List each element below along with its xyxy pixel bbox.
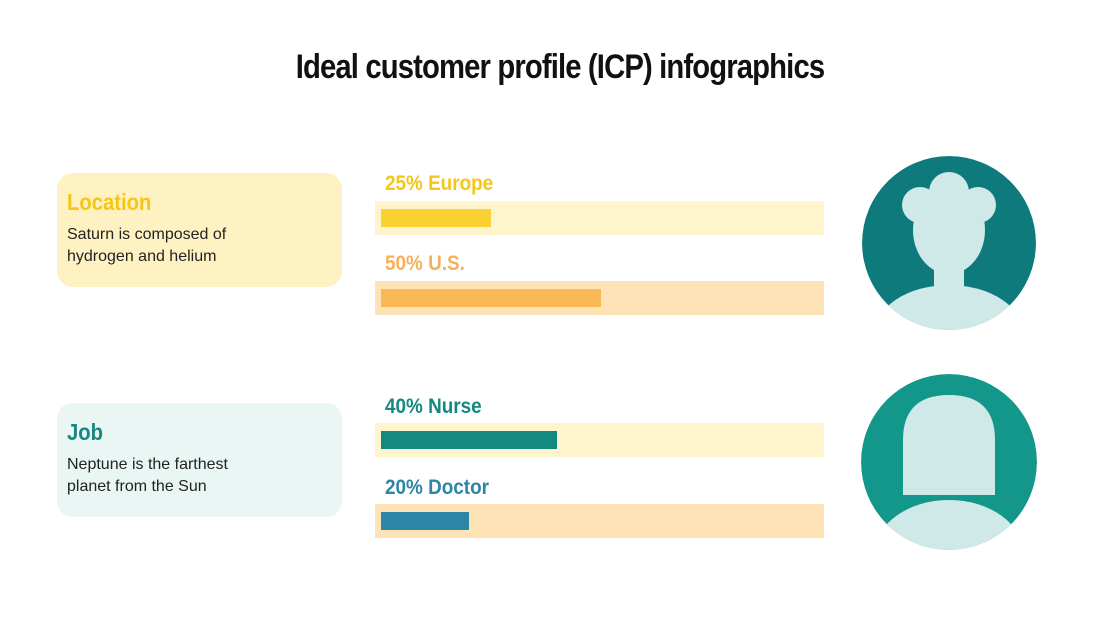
card-text: Saturn is composed of hydrogen and heliu… <box>67 226 227 265</box>
bar <box>381 431 557 449</box>
bar <box>381 289 601 307</box>
bar-track <box>375 423 824 457</box>
title: Ideal customer profile (ICP) infographic… <box>295 48 825 86</box>
bar-label: 25% Europe <box>385 172 494 195</box>
card: Location Saturn is composed of hydrogen a… <box>57 173 342 287</box>
card: Job Neptune is the farthest planet from t… <box>57 403 342 517</box>
bar <box>381 209 491 227</box>
bar-label: 40% Nurse <box>385 395 482 418</box>
bar-label: 20% Doctor <box>385 476 489 499</box>
bar-track <box>375 281 824 315</box>
card-text: Neptune is the farthest planet from the … <box>67 456 228 495</box>
avatar-female <box>861 374 1037 550</box>
card-heading: Location <box>67 189 152 215</box>
bar-track <box>375 504 824 538</box>
bar <box>381 512 469 530</box>
avatar-male <box>862 156 1036 330</box>
bar-track <box>375 201 824 235</box>
bar-label: 50% U.S. <box>385 252 465 275</box>
card-heading: Job <box>67 419 103 445</box>
